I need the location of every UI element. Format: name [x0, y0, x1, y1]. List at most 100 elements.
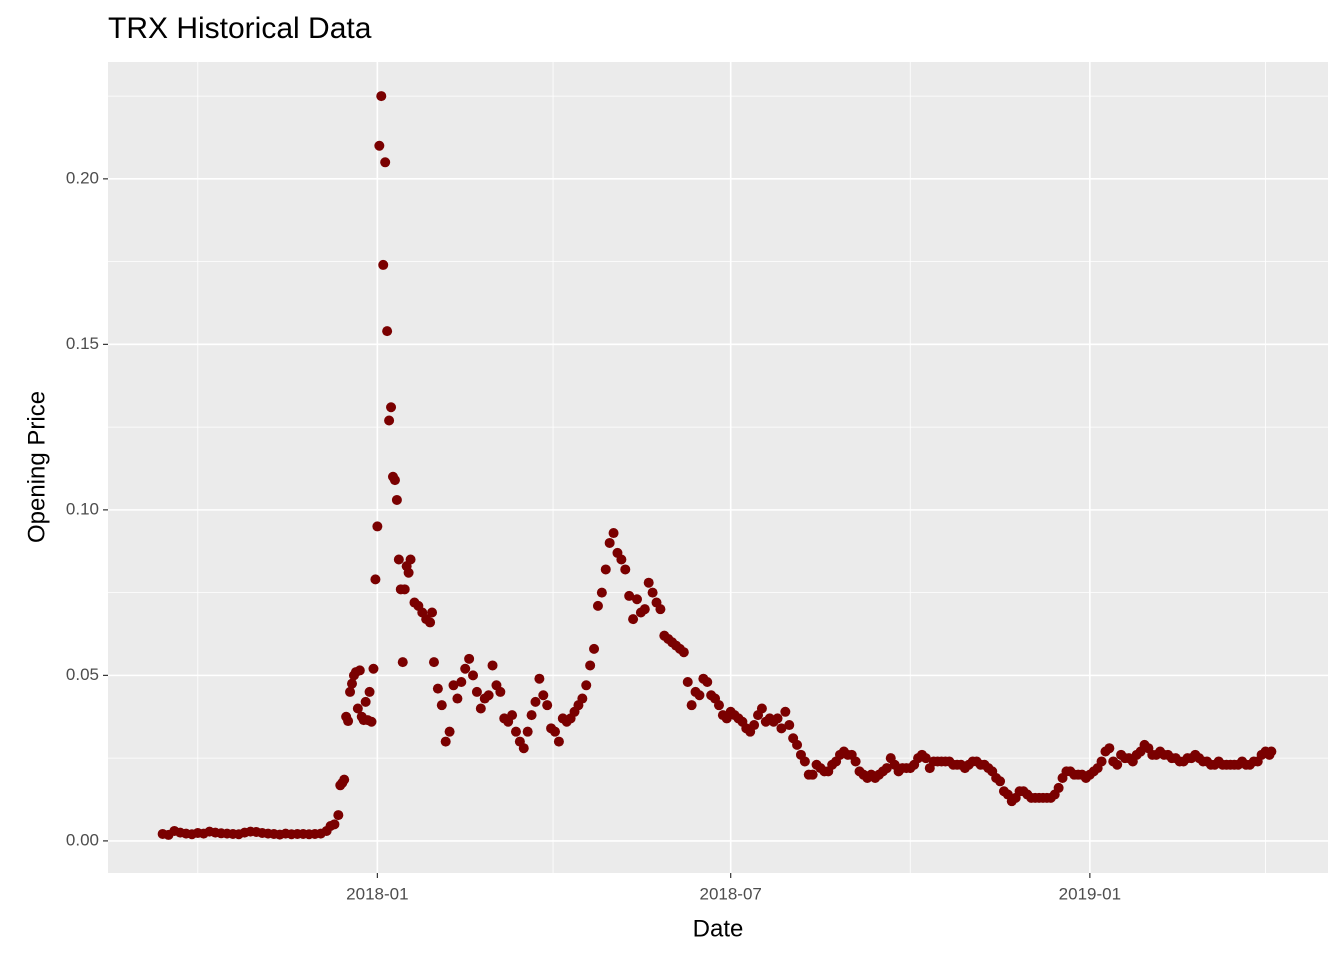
data-point [756, 703, 767, 714]
data-point [702, 677, 713, 688]
data-point [468, 670, 479, 681]
y-tick-label: 0.05 [66, 665, 99, 684]
data-point [585, 660, 596, 671]
data-point [428, 657, 439, 668]
x-tick-label: 2018-07 [699, 884, 761, 903]
grid [108, 62, 1328, 873]
data-point [713, 700, 724, 711]
data-point [333, 810, 344, 821]
data-point [360, 696, 371, 707]
data-point [799, 756, 810, 767]
data-point [339, 774, 350, 785]
y-tick-label: 0.10 [66, 499, 99, 518]
points [157, 91, 1277, 840]
plot-panel [108, 62, 1328, 873]
data-point [620, 564, 631, 575]
data-point [432, 683, 443, 694]
data-point [628, 614, 639, 625]
data-point [382, 326, 393, 337]
data-point [1112, 759, 1123, 770]
data-point [686, 700, 697, 711]
data-point [1104, 743, 1115, 754]
data-point [542, 700, 553, 711]
data-point [682, 677, 693, 688]
data-point [444, 726, 455, 737]
data-point [495, 686, 506, 697]
data-point [1266, 746, 1277, 757]
data-point [639, 604, 650, 615]
data-point [534, 673, 545, 684]
data-point [624, 590, 635, 601]
data-point [368, 663, 379, 674]
data-point [372, 521, 383, 532]
data-point [655, 604, 666, 615]
data-point [678, 647, 689, 658]
chart-title: TRX Historical Data [108, 12, 372, 45]
data-point [448, 680, 459, 691]
data-point [1053, 782, 1064, 793]
data-point [460, 663, 471, 674]
x-tick-label: 2018-01 [346, 884, 408, 903]
data-point [352, 703, 363, 714]
data-point [694, 690, 705, 701]
data-point [405, 554, 416, 565]
data-point [776, 723, 787, 734]
data-point [522, 726, 533, 737]
data-point [384, 415, 395, 426]
data-point [784, 720, 795, 731]
data-point [376, 91, 387, 102]
data-point [881, 763, 892, 774]
data-point [600, 564, 611, 575]
data-point [380, 157, 391, 168]
data-point [530, 696, 541, 707]
data-point [393, 554, 404, 565]
data-point [397, 657, 408, 668]
data-point [403, 567, 414, 578]
data-point [345, 686, 356, 697]
data-point [464, 653, 475, 664]
data-point [389, 475, 400, 486]
data-point [647, 587, 658, 598]
data-point [1096, 756, 1107, 767]
data-point [592, 600, 603, 611]
data-point [780, 706, 791, 717]
data-point [807, 769, 818, 780]
y-tick-label: 0.00 [66, 830, 99, 849]
y-tick-label: 0.20 [66, 168, 99, 187]
data-point [399, 584, 410, 595]
data-point [452, 693, 463, 704]
data-point [364, 686, 375, 697]
data-point [792, 739, 803, 750]
data-point [589, 643, 600, 654]
data-point [518, 743, 529, 754]
data-point [581, 680, 592, 691]
data-point [507, 710, 518, 721]
data-point [538, 690, 549, 701]
y-axis-title: Opening Price [23, 391, 50, 543]
data-point [456, 677, 467, 688]
data-point [427, 607, 438, 618]
data-point [604, 537, 615, 548]
data-point [370, 574, 381, 585]
x-axis-title: Date [693, 915, 744, 942]
data-point [643, 577, 654, 588]
data-point [378, 259, 389, 270]
data-point [347, 678, 357, 689]
axes: 0.00 0.05 0.10 0.15 0.20 2018-01 2018-07 2019-0… [66, 168, 1121, 903]
data-point [329, 819, 340, 830]
data-point [553, 736, 564, 747]
data-point [425, 617, 436, 628]
data-point [920, 753, 931, 764]
data-point [366, 716, 377, 727]
data-point [475, 703, 486, 714]
data-point [526, 710, 537, 721]
data-point [391, 494, 402, 505]
data-point [631, 594, 642, 605]
data-point [487, 660, 498, 671]
data-point [772, 713, 783, 724]
data-point [436, 700, 447, 711]
data-point [749, 720, 760, 731]
data-point [471, 686, 482, 697]
